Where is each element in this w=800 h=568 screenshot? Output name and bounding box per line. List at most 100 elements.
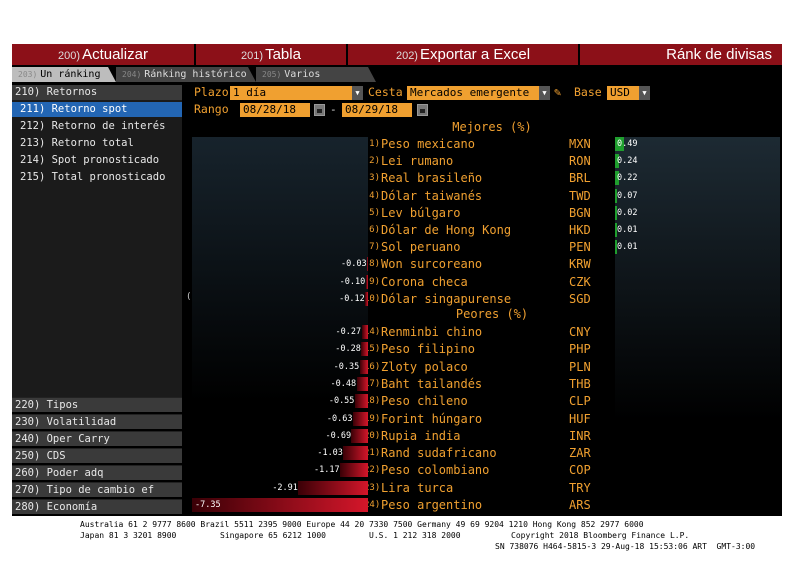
menu-category-cds[interactable]: 250) CDS <box>12 448 182 463</box>
ranking-row[interactable]: 23) Lira turca TRY -2.91 <box>12 480 782 497</box>
currency-name[interactable]: Dólar singapurense <box>381 291 512 306</box>
plazo-select[interactable]: 1 día <box>230 86 352 100</box>
menu-category-volatilidad[interactable]: 230) Volatilidad <box>12 414 182 429</box>
rank-number: 5) <box>369 207 380 218</box>
currency-name[interactable]: Rand sudafricano <box>381 446 497 461</box>
menu-category-economia[interactable]: 280) Economía <box>12 499 182 514</box>
rank-number: 14) <box>364 327 381 337</box>
currency-code[interactable]: ZAR <box>569 446 591 461</box>
ranking-row[interactable]: 4) Dólar taiwanés TWD 0.07 <box>12 188 782 205</box>
menu-item-total-pronosticado[interactable]: 215) Total pronosticado <box>20 171 166 183</box>
currency-name[interactable]: Peso argentino <box>381 498 483 512</box>
currency-code[interactable]: SGD <box>569 291 591 306</box>
table-button-number: 201) <box>241 50 264 62</box>
ranking-row[interactable]: 10) Dólar singapurense SGD -0.12 <box>12 291 782 308</box>
currency-code[interactable]: HUF <box>569 411 591 426</box>
currency-name[interactable]: Sol peruano <box>381 240 461 255</box>
footer-phones-line1: Australia 61 2 9777 8600 Brazil 5511 239… <box>80 520 644 529</box>
currency-name[interactable]: Rupia india <box>381 428 461 443</box>
currency-name[interactable]: Lei rumano <box>381 154 454 169</box>
currency-name[interactable]: Renminbi chino <box>381 325 483 339</box>
currency-name[interactable]: Forint húngaro <box>381 411 483 426</box>
ranking-row[interactable]: 2) Lei rumano RON 0.24 <box>12 153 782 170</box>
ranking-row[interactable]: 24) Peso argentino ARS -7.35 <box>12 497 782 514</box>
ranking-row[interactable]: 16) Zloty polaco PLN -0.35 <box>12 359 782 376</box>
positive-bar <box>615 171 619 186</box>
export-excel-button[interactable]: 202) Exportar a Excel <box>348 44 580 65</box>
currency-code[interactable]: KRW <box>569 257 591 272</box>
currency-code[interactable]: TWD <box>569 188 591 203</box>
menu-item-retorno-interes[interactable]: 212) Retorno de interés <box>20 120 166 132</box>
currency-code[interactable]: HKD <box>569 223 591 237</box>
table-button[interactable]: 201) Tabla <box>196 44 348 65</box>
menu-category-tipo-cambio-ef[interactable]: 270) Tipo de cambio ef <box>12 482 182 497</box>
currency-name[interactable]: Dólar taiwanés <box>381 188 483 203</box>
currency-code[interactable]: THB <box>569 376 591 391</box>
currency-name[interactable]: Lira turca <box>381 480 454 495</box>
currency-code[interactable]: ARS <box>569 498 591 512</box>
ranking-row[interactable]: 22) Peso colombiano COP -1.17 <box>12 462 782 479</box>
currency-code[interactable]: TRY <box>569 480 591 495</box>
currency-code[interactable]: PEN <box>569 240 591 255</box>
tab-ranking-historico[interactable]: 204) Ránking histórico <box>116 67 256 82</box>
calendar-to-icon[interactable] <box>417 104 428 116</box>
currency-name[interactable]: Peso chileno <box>381 394 468 409</box>
ranking-row[interactable]: 21) Rand sudafricano ZAR -1.03 <box>12 445 782 462</box>
currency-code[interactable]: PLN <box>569 359 591 374</box>
ranking-row[interactable]: 20) Rupia india INR -0.69 <box>12 428 782 445</box>
calendar-from-icon[interactable] <box>314 104 325 116</box>
ranking-row[interactable]: 7) Sol peruano PEN 0.01 <box>12 239 782 256</box>
ranking-row[interactable]: 18) Peso chileno CLP -0.55 <box>12 393 782 410</box>
currency-name[interactable]: Zloty polaco <box>381 359 468 374</box>
currency-code[interactable]: PHP <box>569 342 591 357</box>
menu-category-oper-carry[interactable]: 240) Oper Carry <box>12 431 182 446</box>
tab-un-ranking[interactable]: 203) Un ránking <box>12 67 116 82</box>
base-chevron-down-icon[interactable]: ▼ <box>639 86 650 100</box>
currency-code[interactable]: BRL <box>569 171 591 186</box>
currency-name[interactable]: Baht tailandés <box>381 376 483 391</box>
ranking-row[interactable]: 5) Lev búlgaro BGN 0.02 <box>12 205 782 222</box>
date-to-input[interactable]: 08/29/18 <box>342 103 412 117</box>
currency-name[interactable]: Real brasileño <box>381 171 483 186</box>
negative-bar <box>352 411 368 426</box>
menu-item-retorno-spot[interactable]: 211) Retorno spot <box>12 102 182 117</box>
ranking-row[interactable]: 19) Forint húngaro HUF -0.63 <box>12 411 782 428</box>
currency-name[interactable]: Dólar de Hong Kong <box>381 223 512 237</box>
base-select[interactable]: USD <box>607 86 639 100</box>
negative-bar <box>365 291 368 306</box>
currency-code[interactable]: MXN <box>569 137 591 151</box>
menu-category-poder-adq[interactable]: 260) Poder adq <box>12 465 182 480</box>
currency-name[interactable]: Peso colombiano <box>381 463 490 478</box>
currency-name[interactable]: Peso mexicano <box>381 137 475 151</box>
currency-code[interactable]: CZK <box>569 274 591 289</box>
ranking-row[interactable]: 1) Peso mexicano MXN 0.49 <box>12 136 782 153</box>
edit-pencil-icon[interactable]: ✎ <box>554 85 562 99</box>
menu-item-retorno-total[interactable]: 213) Retorno total <box>20 137 134 149</box>
currency-name[interactable]: Peso filipino <box>381 342 475 357</box>
currency-code[interactable]: INR <box>569 428 591 443</box>
currency-name[interactable]: Lev búlgaro <box>381 205 461 220</box>
tab-varios-rankings[interactable]: 205)Varios rankings <box>256 67 376 82</box>
currency-code[interactable]: BGN <box>569 205 591 220</box>
ranking-row[interactable]: 6) Dólar de Hong Kong HKD 0.01 <box>12 222 782 239</box>
currency-code[interactable]: COP <box>569 463 591 478</box>
ranking-row[interactable]: 14) Renminbi chino CNY -0.27 <box>12 324 782 341</box>
ranking-row[interactable]: 8) Won surcoreano KRW -0.03 <box>12 256 782 273</box>
cesta-select[interactable]: Mercados emergente <box>407 86 539 100</box>
currency-code[interactable]: RON <box>569 154 591 169</box>
ranking-row[interactable]: 9) Corona checa CZK -0.10 <box>12 274 782 291</box>
currency-code[interactable]: CNY <box>569 325 591 339</box>
date-from-input[interactable]: 08/28/18 <box>240 103 310 117</box>
currency-code[interactable]: CLP <box>569 394 591 409</box>
menu-category-tipos[interactable]: 220) Tipos <box>12 397 182 412</box>
ranking-row[interactable]: 17) Baht tailandés THB -0.48 <box>12 376 782 393</box>
currency-name[interactable]: Won surcoreano <box>381 257 483 272</box>
menu-header-retornos[interactable]: 210) Retornos <box>12 85 182 100</box>
ranking-row[interactable]: 3) Real brasileño BRL 0.22 <box>12 170 782 187</box>
currency-name[interactable]: Corona checa <box>381 274 468 289</box>
ranking-row[interactable]: 15) Peso filipino PHP -0.28 <box>12 341 782 358</box>
refresh-button[interactable]: 200) Actualizar <box>12 44 196 65</box>
menu-item-spot-pronosticado[interactable]: 214) Spot pronosticado <box>20 154 160 166</box>
cesta-chevron-down-icon[interactable]: ▼ <box>539 86 550 100</box>
plazo-chevron-down-icon[interactable]: ▼ <box>352 86 363 100</box>
